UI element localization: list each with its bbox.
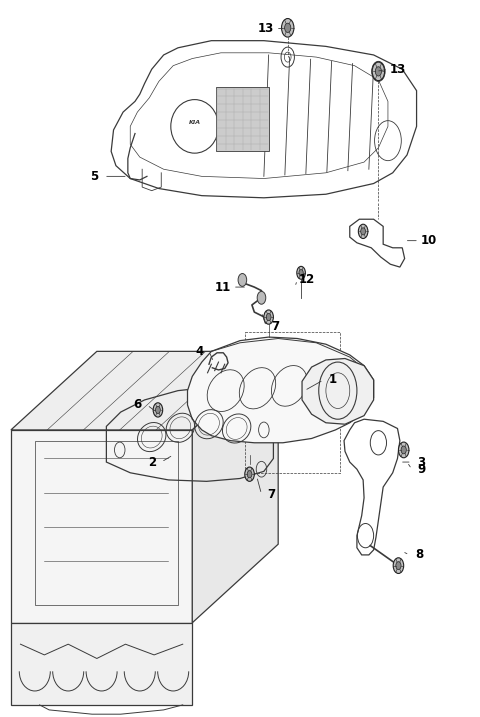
Circle shape — [156, 407, 160, 414]
Circle shape — [245, 467, 254, 481]
Polygon shape — [216, 87, 269, 151]
Circle shape — [393, 558, 404, 574]
Text: 2: 2 — [148, 455, 156, 469]
Text: 11: 11 — [215, 280, 231, 293]
Text: 7: 7 — [272, 320, 280, 333]
Polygon shape — [11, 623, 192, 705]
Circle shape — [257, 291, 266, 304]
Text: 9: 9 — [417, 462, 425, 475]
Text: 7: 7 — [267, 488, 275, 500]
Text: 10: 10 — [420, 234, 437, 247]
Text: 6: 6 — [133, 399, 142, 412]
Text: KIA: KIA — [189, 120, 201, 125]
Polygon shape — [11, 430, 192, 623]
Circle shape — [297, 266, 305, 279]
Circle shape — [396, 561, 401, 569]
Text: 12: 12 — [299, 273, 315, 286]
Polygon shape — [192, 351, 278, 623]
Circle shape — [361, 228, 365, 235]
Polygon shape — [11, 351, 278, 430]
Circle shape — [247, 470, 252, 478]
Circle shape — [401, 446, 406, 454]
Circle shape — [372, 62, 384, 81]
Circle shape — [238, 273, 247, 286]
Text: 8: 8 — [415, 549, 423, 561]
Text: 3: 3 — [417, 455, 425, 469]
Circle shape — [281, 19, 294, 37]
Text: 13: 13 — [258, 22, 275, 35]
Circle shape — [285, 23, 291, 32]
Circle shape — [266, 313, 271, 320]
Text: 1: 1 — [329, 374, 337, 386]
Polygon shape — [188, 337, 373, 443]
Circle shape — [264, 310, 274, 324]
Polygon shape — [302, 358, 373, 424]
Circle shape — [398, 442, 409, 457]
Text: 4: 4 — [195, 345, 204, 358]
Circle shape — [359, 224, 368, 239]
Text: 5: 5 — [90, 170, 98, 183]
Text: 13: 13 — [389, 63, 406, 76]
Circle shape — [299, 270, 303, 276]
Circle shape — [375, 67, 382, 76]
Circle shape — [153, 403, 163, 417]
